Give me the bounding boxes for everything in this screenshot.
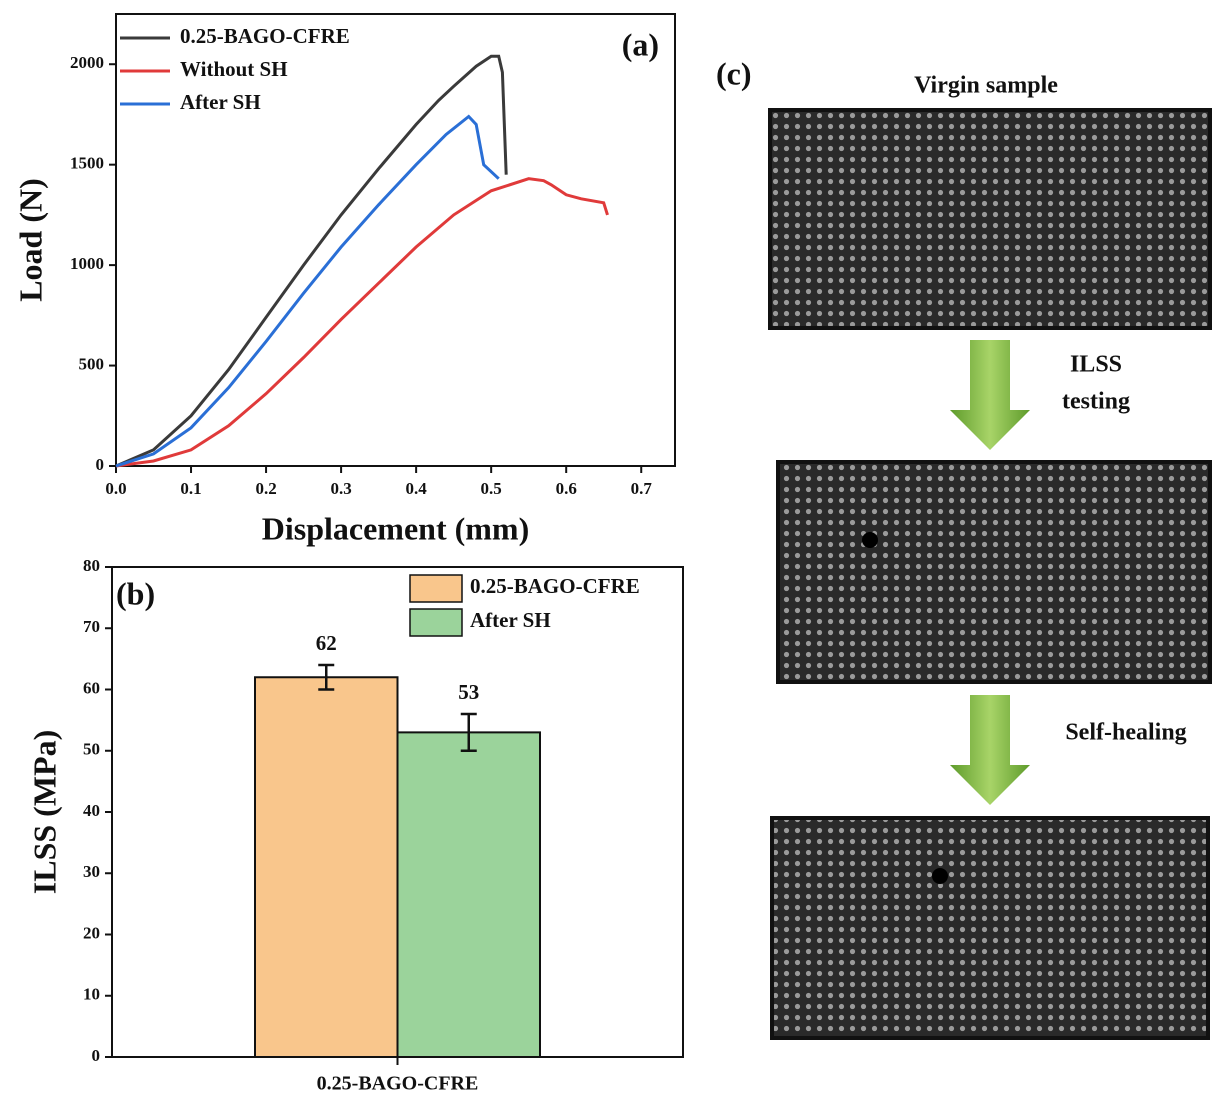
y-tick-label: 50 <box>83 740 100 759</box>
error-bar <box>460 712 477 752</box>
y-axis-label: ILSS (MPa) <box>26 730 62 894</box>
y-tick-label: 60 <box>83 678 100 697</box>
y-tick-label: 10 <box>83 985 100 1004</box>
panel-label: (a) <box>622 26 659 62</box>
legend-swatch <box>409 574 463 603</box>
legend-label: After SH <box>470 608 551 632</box>
sample-image <box>770 816 1210 1040</box>
x-tick-label: 0.7 <box>631 479 653 498</box>
y-tick-label: 2000 <box>70 53 104 72</box>
x-tick-label: 0.6 <box>556 479 577 498</box>
step-label: ILSS <box>1070 352 1122 378</box>
panel-label: (c) <box>716 55 752 91</box>
line-series <box>115 177 609 468</box>
bar <box>396 731 541 1058</box>
y-tick-label: 1500 <box>70 154 104 173</box>
data-label: 62 <box>316 631 337 655</box>
sample-image <box>768 108 1212 330</box>
bar <box>254 676 399 1058</box>
image-caption: Virgin sample <box>914 73 1058 99</box>
y-axis-label: Load (N) <box>12 178 48 302</box>
x-tick-label: 0.2 <box>255 479 276 498</box>
legend-swatch <box>409 608 463 637</box>
step-label: testing <box>1062 389 1130 415</box>
x-tick-label: 0.4 <box>406 479 428 498</box>
defect <box>862 532 878 548</box>
x-tick-label: 0.3 <box>330 479 351 498</box>
legend-label: After SH <box>180 90 261 114</box>
plot-frame <box>115 13 676 467</box>
line-series <box>115 114 500 468</box>
x-tick-label: 0.25-BAGO-CFRE <box>317 1073 479 1095</box>
y-tick-label: 0 <box>96 455 105 474</box>
y-tick-label: 20 <box>83 923 100 942</box>
legend-label: 0.25-BAGO-CFRE <box>470 574 640 598</box>
sample-image <box>776 460 1212 684</box>
y-tick-label: 30 <box>83 862 100 881</box>
y-tick-label: 0 <box>92 1046 101 1065</box>
y-tick-label: 80 <box>83 556 100 575</box>
legend-label: 0.25-BAGO-CFRE <box>180 24 350 48</box>
x-tick-label: 0.5 <box>481 479 502 498</box>
y-tick-label: 1000 <box>70 254 104 273</box>
step-label: Self-healing <box>1065 720 1186 746</box>
x-axis-label: Displacement (mm) <box>262 510 529 546</box>
x-tick-label: 0.0 <box>105 479 126 498</box>
arrow <box>950 695 1030 805</box>
y-tick-label: 70 <box>83 617 100 636</box>
arrow <box>950 340 1030 450</box>
defect <box>932 868 948 884</box>
data-label: 53 <box>458 680 479 704</box>
y-tick-label: 500 <box>79 354 105 373</box>
plot-frame <box>111 566 684 1058</box>
legend-label: Without SH <box>180 57 288 81</box>
error-bar <box>318 663 335 691</box>
panel-label: (b) <box>116 575 155 611</box>
x-tick-label: 0.1 <box>180 479 201 498</box>
line-series <box>115 54 508 468</box>
y-tick-label: 40 <box>83 801 100 820</box>
